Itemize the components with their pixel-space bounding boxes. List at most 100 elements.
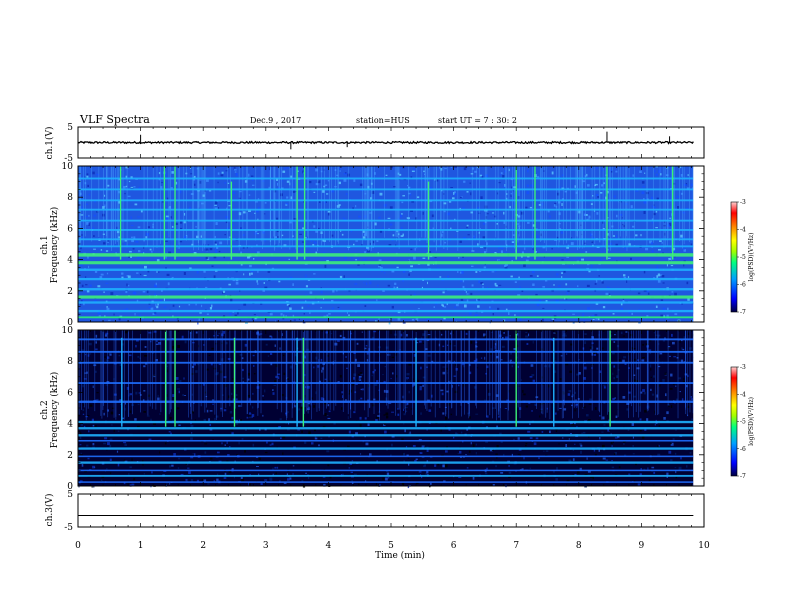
spectrogram-speckle bbox=[440, 389, 444, 392]
spectrogram-speckle bbox=[689, 347, 692, 350]
spectrogram-speckle bbox=[556, 467, 558, 470]
spectrogram-speckle bbox=[274, 236, 278, 239]
spectrogram-speckle bbox=[179, 221, 183, 224]
spectrogram-speckle bbox=[641, 359, 645, 362]
spectrogram-speckle bbox=[568, 459, 572, 463]
spectrogram-speckle bbox=[387, 217, 391, 219]
spectrogram-speckle bbox=[576, 373, 579, 376]
spectrogram-speckle bbox=[240, 419, 242, 422]
spectrogram-speckle bbox=[85, 203, 88, 205]
spectrogram-speckle bbox=[583, 406, 586, 408]
spectrogram-speckle bbox=[231, 392, 233, 396]
spectrogram-speckle bbox=[578, 359, 581, 361]
spectrogram-speckle bbox=[231, 248, 234, 251]
spectrogram-band bbox=[78, 229, 694, 231]
spectrogram-speckle bbox=[474, 170, 477, 173]
spectrogram-speckle bbox=[82, 404, 85, 406]
spectrogram-speckle bbox=[110, 292, 114, 296]
spectrogram-speckle bbox=[232, 378, 234, 380]
spectrogram-speckle bbox=[209, 457, 213, 460]
spectrogram-speckle bbox=[662, 379, 665, 382]
spectrogram-speckle bbox=[532, 271, 535, 274]
spectrogram-speckle bbox=[281, 234, 284, 237]
spectrogram-speckle bbox=[178, 457, 181, 460]
spectrogram-speckle bbox=[460, 456, 462, 458]
spectrogram-speckle bbox=[357, 483, 360, 486]
spectrogram-speckle bbox=[595, 183, 598, 186]
spectrogram-speckle bbox=[588, 419, 591, 422]
spectrogram-speckle bbox=[238, 197, 241, 199]
spectrogram-speckle bbox=[86, 290, 90, 293]
spectrogram-speckle bbox=[426, 318, 430, 321]
spectrogram-speckle bbox=[591, 315, 595, 318]
spectrogram-speckle bbox=[454, 306, 457, 308]
spectrogram-speckle bbox=[243, 303, 247, 306]
spectrogram-speckle bbox=[644, 172, 646, 174]
spectrogram-speckle bbox=[427, 334, 431, 336]
spectrogram-speckle bbox=[508, 475, 511, 479]
spectrogram-speckle bbox=[80, 423, 83, 426]
spectrogram-speckle bbox=[245, 321, 248, 324]
spectrogram-speckle bbox=[418, 471, 422, 473]
spectrogram-speckle bbox=[470, 442, 472, 445]
spectrogram-speckle bbox=[320, 291, 323, 294]
spectrogram-speckle bbox=[131, 403, 134, 406]
spectrogram-speckle bbox=[565, 283, 568, 286]
colorbar-tick-label: -7 bbox=[740, 309, 746, 316]
spectrogram-speckle bbox=[555, 430, 558, 433]
spectrogram-speckle bbox=[229, 410, 233, 414]
spectrogram-speckle bbox=[556, 273, 559, 276]
spectrogram-speckle bbox=[235, 423, 239, 425]
spectrogram-speckle bbox=[433, 306, 435, 308]
spectrogram-speckle bbox=[267, 271, 271, 273]
spectrogram-speckle bbox=[674, 292, 677, 296]
spectrogram-speckle bbox=[301, 430, 303, 433]
spectrogram-speckle bbox=[95, 370, 97, 373]
spectrogram-band bbox=[78, 447, 694, 450]
spectrogram-speckle bbox=[588, 215, 591, 219]
spectrogram-speckle bbox=[651, 242, 653, 245]
spectrogram-speckle bbox=[465, 291, 467, 293]
spectrogram-speckle bbox=[533, 442, 537, 446]
spectrogram-speckle bbox=[319, 200, 321, 203]
spectrogram-speckle bbox=[643, 391, 646, 395]
spectrogram-speckle bbox=[469, 371, 472, 375]
spectrogram-speckle bbox=[408, 186, 410, 189]
spectrogram-speckle bbox=[375, 483, 377, 486]
spectrogram-speckle bbox=[127, 195, 131, 198]
spectrogram-speckle bbox=[620, 302, 623, 306]
spectrogram-speckle bbox=[143, 365, 146, 368]
spectrogram-speckle bbox=[441, 233, 443, 237]
spectrogram-speckle bbox=[553, 204, 556, 207]
spectrogram-speckle bbox=[518, 191, 520, 193]
spectrogram-speckle bbox=[190, 424, 194, 428]
spectrogram-speckle bbox=[637, 359, 640, 361]
spectrogram-speckle bbox=[527, 430, 531, 433]
spectrogram-speckle bbox=[311, 442, 314, 445]
spectrogram-speckle bbox=[417, 379, 419, 383]
spectrogram-speckle bbox=[353, 243, 355, 246]
spectrogram-speckle bbox=[324, 413, 327, 416]
spectrogram-speckle bbox=[348, 314, 350, 316]
spectrogram-speckle bbox=[419, 386, 422, 388]
spectrogram-band bbox=[78, 382, 694, 384]
spectrogram-speckle bbox=[442, 304, 444, 307]
spectrogram-speckle bbox=[446, 344, 449, 346]
spectrogram-speckle bbox=[159, 300, 162, 301]
spectrogram-speckle bbox=[136, 272, 139, 274]
spectrogram-speckle bbox=[355, 432, 358, 435]
spectrogram-speckle bbox=[416, 196, 420, 199]
spectrogram-speckle bbox=[651, 221, 654, 224]
spectrogram-speckle bbox=[270, 352, 273, 355]
spectrogram-speckle bbox=[223, 409, 227, 412]
spectrogram-speckle bbox=[442, 366, 446, 368]
spectrogram-speckle bbox=[213, 255, 217, 259]
spectrogram-speckle bbox=[205, 286, 208, 288]
spectrogram-speckle bbox=[623, 443, 625, 445]
spectrogram-speckle bbox=[131, 458, 133, 461]
spectrogram-speckle bbox=[264, 286, 268, 290]
spectrogram-speckle bbox=[338, 181, 341, 185]
spectrogram-band bbox=[78, 461, 694, 464]
spectrogram-speckle bbox=[401, 201, 404, 204]
spectrogram-speckle bbox=[214, 235, 216, 239]
